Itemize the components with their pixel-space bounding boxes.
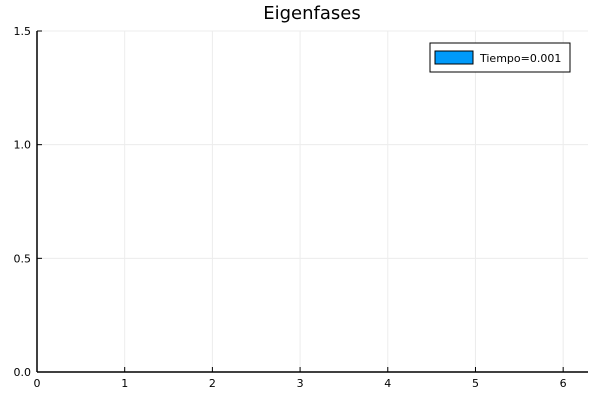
x-tick-label: 6 [560,377,567,390]
x-tick-label: 0 [34,377,41,390]
y-tick-label: 1.0 [14,139,32,152]
legend-label: Tiempo=0.001 [479,52,561,65]
x-ticks: 0 1 2 3 4 5 6 [34,367,567,390]
y-ticks: 0.0 0.5 1.0 1.5 [14,25,42,379]
grid [36,30,588,373]
y-tick-label: 1.5 [14,25,32,38]
x-tick-label: 5 [472,377,479,390]
x-tick-label: 1 [121,377,128,390]
x-tick-label: 4 [384,377,391,390]
x-tick-label: 3 [297,377,304,390]
legend-swatch [434,50,474,65]
x-tick-label: 2 [209,377,216,390]
y-tick-label: 0.0 [14,366,32,379]
legend: Tiempo=0.001 [429,42,571,73]
chart-title: Eigenfases [263,3,360,24]
y-tick-label: 0.5 [14,252,32,265]
